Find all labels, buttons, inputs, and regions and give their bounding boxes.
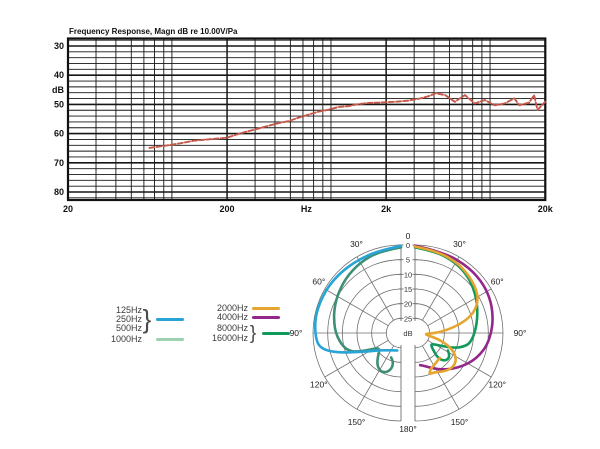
legend-group-1000hz: 1000Hz — [102, 334, 184, 344]
fr-grid — [67, 38, 546, 200]
polar-angle-label-90-left: 90° — [290, 328, 303, 338]
polar-db-tick-20: 20 — [404, 300, 412, 309]
polar-db-tick-10: 10 — [404, 270, 412, 279]
legend-label-125hz: 125Hz — [115, 304, 142, 315]
fr-x-tick-20k: 20k — [538, 204, 554, 214]
fr-frame — [66, 37, 547, 202]
polar-db-tick-15: 15 — [404, 285, 412, 294]
polar-angle-label-0: 0 — [406, 231, 411, 241]
legend-swatch-4000hz — [252, 316, 280, 320]
legend-label-2000hz: 2000Hz — [216, 303, 248, 313]
legend-swatch-2000hz — [252, 307, 280, 311]
polar-angle-label-150-right: 150° — [451, 417, 469, 427]
polar-db-tick-5: 5 — [406, 256, 410, 265]
legend-group-125hz: 125Hz 250Hz 500Hz} — [102, 304, 184, 335]
polar-curve-2000hz — [413, 245, 479, 375]
polar-legend: 125Hz 250Hz 500Hz} 1000Hz 2000Hz 4000Hz 8000Hz… — [102, 303, 290, 345]
legend-label-4000hz: 4000Hz — [216, 312, 248, 323]
polar-angle-label-150-left: 150° — [348, 417, 366, 427]
legend-label-8000hz: 8000Hz — [216, 323, 248, 334]
legend-group-8000hz: 8000Hz 16000Hz} — [200, 323, 290, 345]
legend-swatch-125hz — [156, 318, 184, 321]
polar-db-tick-0: 0 — [406, 241, 410, 250]
fr-x-tick-Hz: Hz — [301, 204, 312, 214]
polar-curve-4000hz — [413, 244, 494, 371]
polar-angle-label-60-right: 60° — [491, 277, 504, 287]
polar-angle-label-180: 180° — [399, 424, 417, 434]
fr-x-tick-2k: 2k — [381, 204, 392, 214]
polar-pattern-chart: 0 5 10 15 20 25 dB 0 180° 30° 30° 60° 60° 90° 90° 120° 1… — [290, 231, 527, 434]
polar-angle-label-60-left: 60° — [312, 277, 325, 287]
polar-db-tick-25: 25 — [404, 314, 412, 323]
legend-swatch-1000hz — [156, 338, 184, 342]
legend-label-1000hz: 1000Hz — [110, 334, 142, 344]
polar-angle-label-30-right: 30° — [453, 239, 466, 249]
frequency-response-chart: Frequency Response, Magn dB re 10.00V/Pa… — [52, 27, 554, 214]
legend-label-16000hz: 16000Hz — [211, 332, 248, 343]
legend-column-0: 125Hz 250Hz 500Hz} 1000Hz — [102, 304, 184, 345]
legend-column-1: 2000Hz 4000Hz 8000Hz 16000Hz} — [200, 303, 290, 345]
fr-title: Frequency Response, Magn dB re 10.00V/Pa — [69, 27, 238, 36]
fr-x-tick-200: 200 — [220, 204, 235, 214]
polar-scale-axis — [398, 244, 418, 421]
fr-response-curve — [148, 92, 547, 149]
fr-y-tick-40: 40 — [54, 70, 64, 80]
polar-curve-125-500hz — [313, 244, 403, 354]
legend-label-500hz: 500Hz — [115, 323, 142, 334]
legend-group-4000hz: 4000Hz — [200, 312, 290, 323]
fr-y-tick-60: 60 — [54, 129, 64, 139]
polar-angle-label-90-right: 90° — [514, 328, 527, 338]
legend-label-250hz: 250Hz — [115, 313, 142, 324]
polar-angle-label-120-right: 120° — [488, 380, 506, 390]
legend-brace: } — [142, 304, 152, 334]
polar-db-unit: dB — [403, 329, 412, 338]
fr-y-tick-dB: dB — [52, 85, 64, 95]
legend-swatch-8000hz — [262, 332, 290, 336]
polar-angle-label-120-left: 120° — [310, 380, 328, 390]
fr-y-tick-50: 50 — [54, 99, 64, 109]
fr-x-tick-20: 20 — [63, 204, 73, 214]
fr-y-tick-30: 30 — [54, 41, 64, 51]
fr-y-tick-70: 70 — [54, 158, 64, 168]
legend-group-2000hz: 2000Hz — [200, 303, 290, 313]
polar-angle-label-30-left: 30° — [350, 239, 363, 249]
fr-y-tick-80: 80 — [54, 187, 64, 197]
legend-brace: } — [249, 322, 257, 344]
